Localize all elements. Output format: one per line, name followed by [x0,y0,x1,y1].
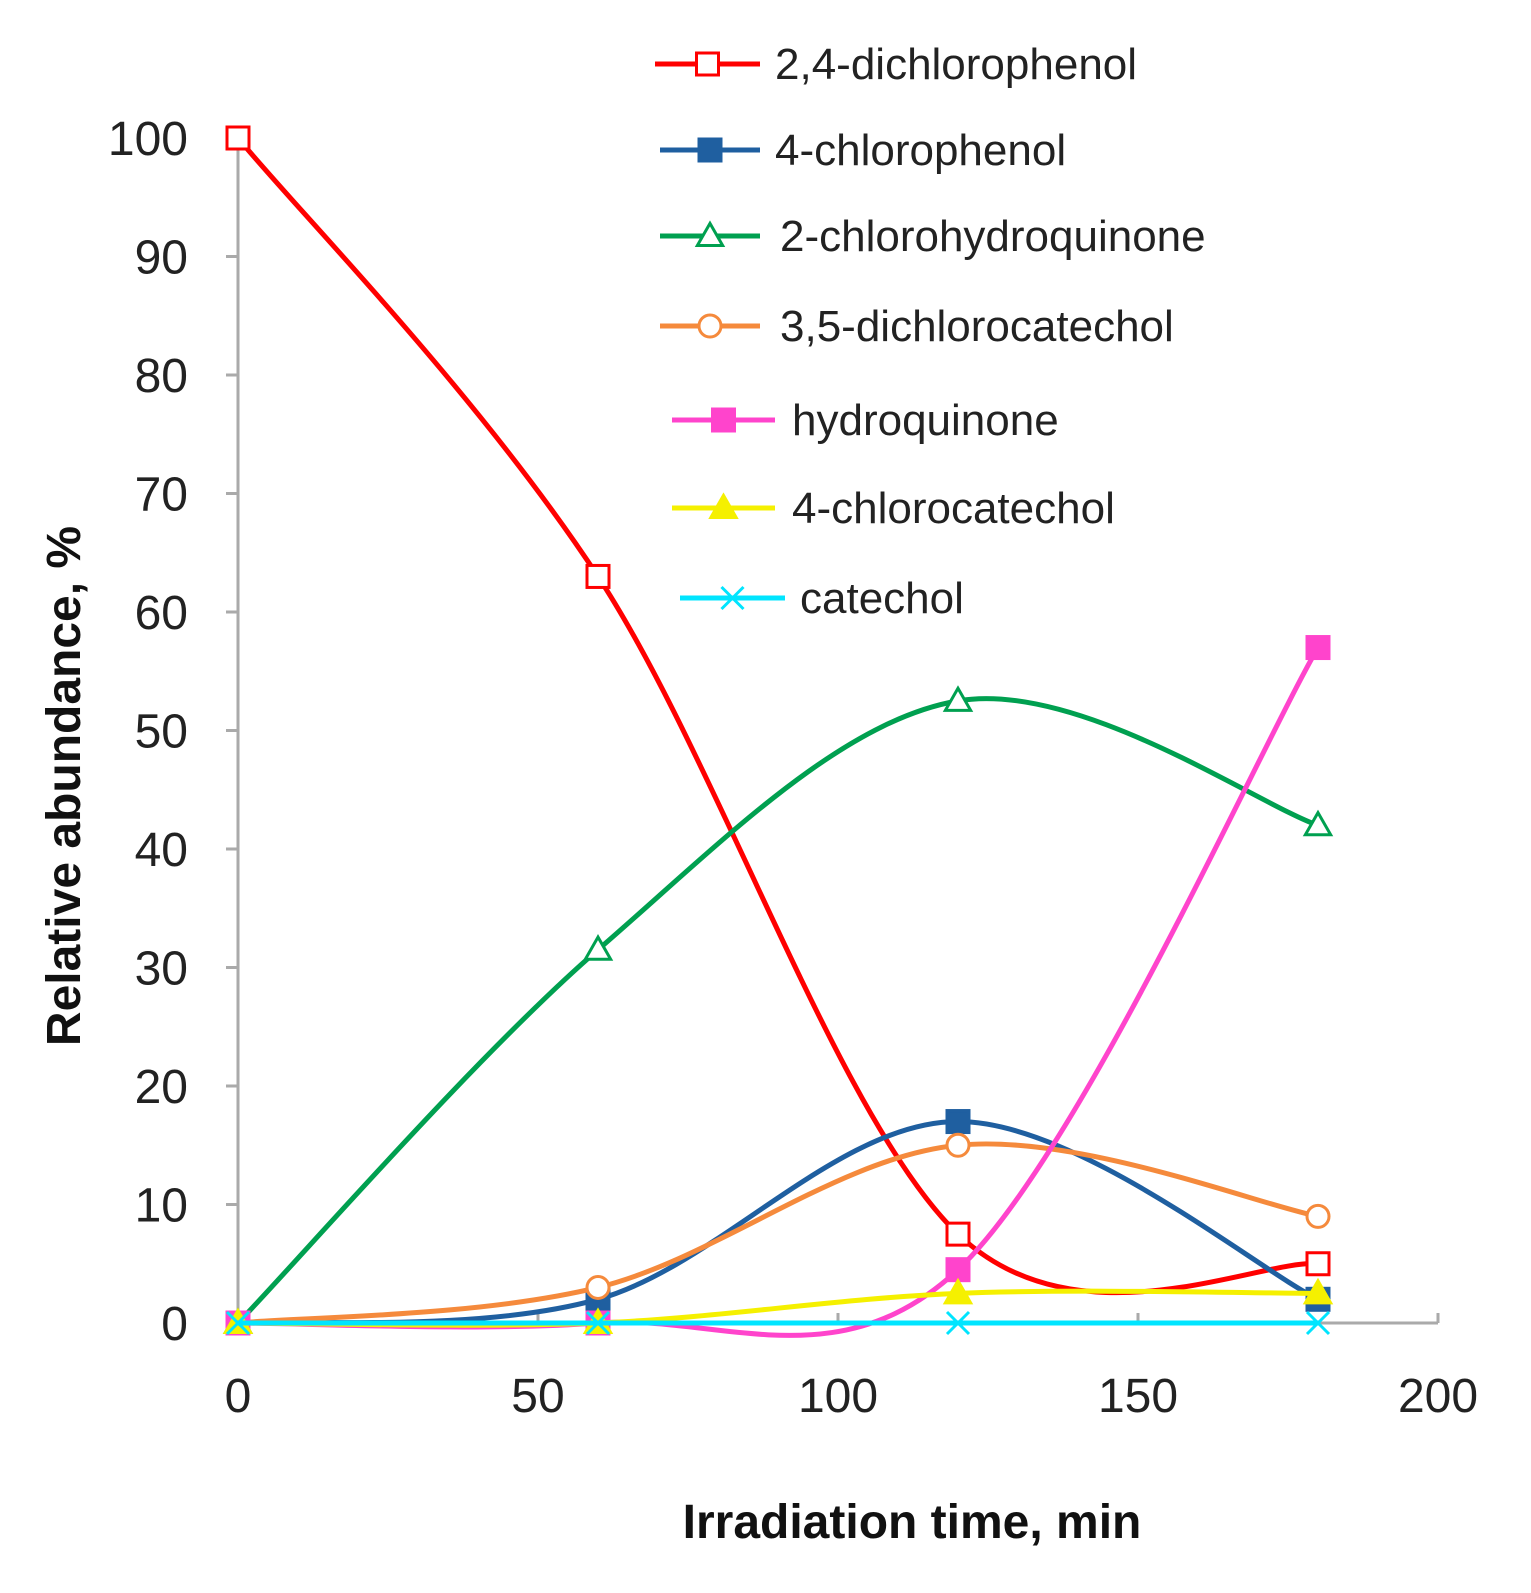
legend-swatch-marker [695,51,720,77]
legend-swatch-marker [711,407,736,433]
legend-swatch-marker [697,137,723,163]
y-tick-label: 50 [135,706,188,759]
x-tick-label: 100 [798,1370,878,1423]
y-tick-label: 90 [135,232,188,285]
data-point [1305,1203,1331,1229]
series-3 [225,1132,1331,1336]
data-point [585,1310,611,1336]
y-tick-label: 10 [135,1180,188,1233]
series-line [235,645,1321,1338]
series-line [235,1141,1321,1326]
data-point [1302,809,1334,837]
legend-label: 2,4-dichlorophenol [775,40,1137,89]
x-tick-label: 200 [1398,1370,1478,1423]
legend-swatch-marker [708,492,739,519]
data-point [585,1274,611,1300]
data-point [945,1109,971,1135]
data-point [945,1221,971,1247]
legend-item: 4-chlorophenol [660,126,1066,175]
series-4 [225,635,1331,1338]
data-point [945,1310,971,1336]
data-point [1305,1251,1331,1277]
data-point [1305,1310,1331,1336]
y-tick-label: 20 [135,1061,188,1114]
legend-label: 2-chlorohydroquinone [780,212,1206,261]
legend: 2,4-dichlorophenol 4-chlorophenol 2-chloro… [655,40,1206,623]
legend-item: 4-chlorocatechol [672,484,1115,533]
legend-label: hydroquinone [792,396,1059,445]
legend-label: catechol [800,574,964,623]
legend-item: 2,4-dichlorophenol [655,40,1137,89]
data-point [225,125,251,151]
x-tick-label: 150 [1098,1370,1178,1423]
legend-item: catechol [680,574,964,623]
data-point [945,1257,971,1283]
y-tick-label: 100 [108,113,188,166]
y-tick-label: 70 [135,469,188,522]
data-point [945,1132,971,1158]
legend-label: 4-chlorophenol [775,126,1066,175]
y-ticks: 0 10 20 30 40 50 60 70 80 90 100 [108,113,238,1351]
y-tick-label: 30 [135,943,188,996]
series-1 [225,1109,1331,1336]
y-tick-label: 40 [135,824,188,877]
x-axis-title: Irradiation time, min [683,1496,1142,1549]
data-point [585,563,611,589]
y-tick-label: 60 [135,587,188,640]
data-point [942,1277,974,1305]
legend-label: 3,5-dichlorocatechol [780,302,1174,351]
series-2 [222,685,1334,1334]
series-6 [225,1310,1331,1336]
y-axis-title: Relative abundance, % [38,526,91,1046]
data-point [1302,1277,1334,1305]
legend-swatch-marker [694,220,726,247]
x-tick-label: 0 [225,1370,252,1423]
y-tick-label: 0 [161,1298,188,1351]
data-point [582,934,614,961]
series-line [235,696,1321,1326]
series-layer [222,125,1334,1338]
legend-item: 3,5-dichlorocatechol [660,302,1174,351]
y-tick-label: 80 [135,350,188,403]
legend-item: hydroquinone [672,396,1059,445]
data-point [942,685,974,712]
x-ticks: 0 50 100 150 200 [225,1313,1478,1423]
axes: 0 50 100 150 200 0 10 20 30 40 50 60 70 80 90 100 [108,113,1478,1423]
x-tick-label: 50 [511,1370,564,1423]
legend-swatch-marker [697,313,723,339]
legend-label: 4-chlorocatechol [792,484,1115,533]
legend-swatch-marker [720,585,745,611]
data-point [1305,635,1331,661]
legend-item: 2-chlorohydroquinone [660,212,1206,261]
data-point [225,1310,251,1336]
